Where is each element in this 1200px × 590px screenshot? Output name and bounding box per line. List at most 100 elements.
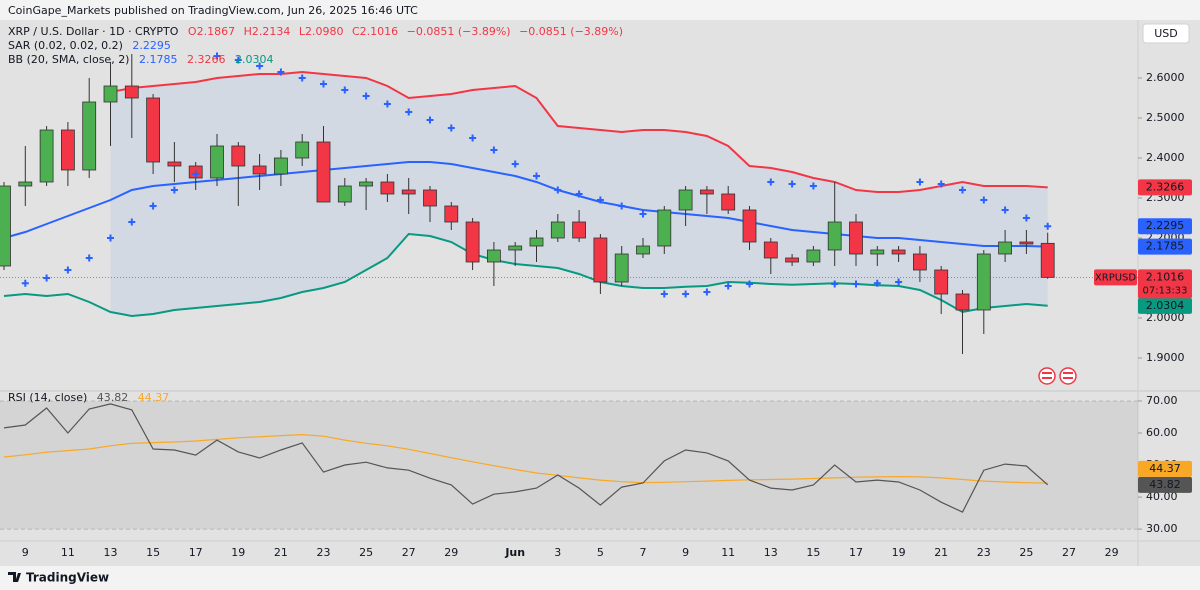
bb-lower-value: 2.0304 [235,53,274,66]
x-tick-label: 19 [892,546,906,559]
ohlc-high: H2.2134 [244,25,291,38]
axes: 1.90002.00002.10002.20002.30002.40002.50… [22,71,1192,559]
sar-point [1022,214,1030,222]
flag-stripe [1063,372,1073,374]
sar-point [234,56,242,64]
sar-point [405,108,413,116]
candle-body [593,237,608,283]
candle-body [891,249,906,255]
countdown: 07:13:33 [1143,285,1188,296]
event-flag[interactable] [1038,367,1056,385]
sar-point [575,190,583,198]
candle-body [678,189,693,211]
candle-body [1040,242,1055,278]
candle-body [614,253,629,283]
x-tick-label: 7 [640,546,647,559]
sar-point [639,210,647,218]
symbol-legend: XRP / U.S. Dollar · 1D · CRYPTO O2.1867 … [8,25,623,38]
sar-point [959,186,966,194]
bb-legend: BB (20, SMA, close, 2) 2.1785 2.3266 2.0… [8,53,273,66]
last-price-tag: 2.1016 [1146,270,1185,283]
sar-point [298,74,306,82]
sar-point [873,279,881,287]
candle-body [742,209,757,243]
sar-point [383,100,391,108]
x-tick-label: 21 [934,546,948,559]
x-tick-label: 29 [1105,546,1119,559]
x-tick-label: 11 [61,546,75,559]
symbol-tag: XRPUSD [1095,272,1136,283]
sar-point [447,124,455,132]
sar-point [767,178,775,186]
x-tick-label: 23 [977,546,991,559]
candle-body [849,221,863,255]
y-tick-label: 2.6000 [1146,71,1185,84]
bb-lower-tag: 2.0304 [1146,299,1185,312]
sar-point [809,182,817,190]
candle-body [763,241,778,259]
sar-point [533,172,540,180]
flag-stripe [1042,372,1052,374]
sar-point [618,202,626,210]
symbol-title: XRP / U.S. Dollar · 1D · CRYPTO [8,25,179,38]
x-tick-label: 9 [22,546,29,559]
sar-point [788,180,796,188]
bb-upper-value: 2.3266 [187,53,226,66]
brand-logo: TradingView [8,571,109,585]
rsi-line [3,403,1049,513]
sar-point [21,279,29,287]
change: −0.0851 (−3.89%) [407,25,511,38]
rsi-band [0,400,1138,530]
candle-body [167,161,182,167]
sar-point [916,178,924,186]
ohlc-low: L2.0980 [299,25,344,38]
x-tick-label: 15 [806,546,820,559]
sar-point [724,282,732,290]
y-tick-label: 30.00 [1146,522,1178,535]
currency-button[interactable] [1142,23,1190,44]
change: −0.0851 (−3.89%) [519,25,623,38]
candle-body [465,221,480,263]
x-tick-label: 15 [146,546,160,559]
sar-tag: 2.2295 [1146,219,1185,232]
candle-body [870,249,885,255]
candle-body [572,221,586,239]
x-tick-label: 21 [274,546,288,559]
candle-body [700,189,714,195]
candle-body [529,237,544,247]
rsi-tag: 44.37 [1149,462,1181,475]
y-tick-label: 2.0000 [1146,311,1185,324]
x-tick-label: 25 [1019,546,1033,559]
x-tick-label: 5 [597,546,604,559]
rsi-name: RSI (14, close) [8,391,87,404]
bb-name: BB (20, SMA, close, 2) [8,53,129,66]
sar-point [895,278,903,286]
candle-body [955,293,970,311]
candle-body [508,245,523,251]
sar-point [43,274,51,282]
rsi-tag-bg [1138,476,1192,493]
candle-body [636,245,650,255]
rsi-tag-bg [1138,460,1192,477]
candle-body [976,253,991,311]
candle-body [0,185,11,267]
symbol-tag-bg [1094,269,1137,286]
candle-body [380,181,395,195]
candle-body [806,249,821,263]
event-flags[interactable] [1038,367,1077,385]
currency-label[interactable]: USD [1154,27,1178,40]
x-tick-label: 13 [104,546,118,559]
bb-upper-tag-bg [1138,179,1192,196]
sar-point [341,86,349,94]
sar-legend: SAR (0.02, 0.02, 0.2) 2.2295 [8,39,171,52]
event-flag[interactable] [1059,367,1077,385]
bb-line [110,70,1048,193]
sar-point [426,116,434,124]
candle-body [18,181,33,187]
sar-tag-bg [1138,218,1192,235]
sar-point [746,280,753,288]
rsi-line [3,433,1048,484]
rsi-pane [0,400,1138,530]
candle-body [337,185,352,203]
sar-point [1001,206,1009,214]
